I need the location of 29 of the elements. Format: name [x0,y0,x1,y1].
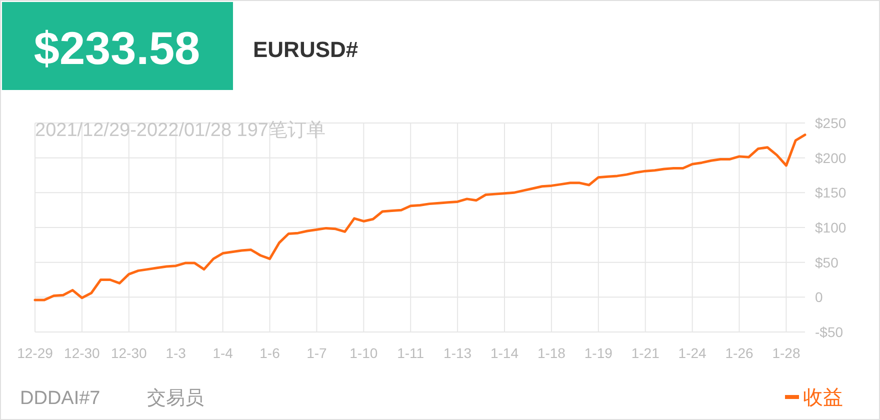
y-tick-label: $100 [815,220,846,236]
x-tick-label: 12-30 [64,345,100,361]
y-tick-label: $150 [815,184,846,201]
x-tick-label: 1-13 [444,345,472,361]
text: DDDAI#7 [20,388,100,409]
x-tick-label: 1-21 [631,345,660,361]
x-tick-label: 1-6 [260,345,280,361]
x-tick-label: 1-24 [678,345,707,361]
x-tick-label: 12-30 [110,345,148,361]
x-tick-label: 1-3 [166,345,186,361]
x-tick-label: 1-26 [725,345,754,361]
legend-label: 收益 [803,387,843,409]
x-tick-label: 12-29 [17,345,54,361]
text: 交易员 [147,387,204,409]
chart-subtitle: EURUSD# [253,37,358,62]
y-tick-label: 0 [815,289,823,306]
x-tick-label: 1-11 [397,345,424,361]
y-tick-label: $250 [815,115,846,131]
x-tick-label: 1-18 [537,345,566,361]
chart-title: $233.58 [34,22,200,74]
x-tick-label: 1-4 [212,345,234,361]
x-tick-label: 1-7 [306,345,328,361]
x-tick-label: 1-19 [584,345,613,361]
y-tick-label: $50 [815,254,839,270]
y-tick-label: $200 [815,150,846,166]
y-tick-label: -$50 [815,324,844,340]
x-tick-label: 1-28 [772,345,800,361]
x-tick-label: 1-10 [350,345,378,361]
x-tick-label: 1-14 [490,345,519,361]
